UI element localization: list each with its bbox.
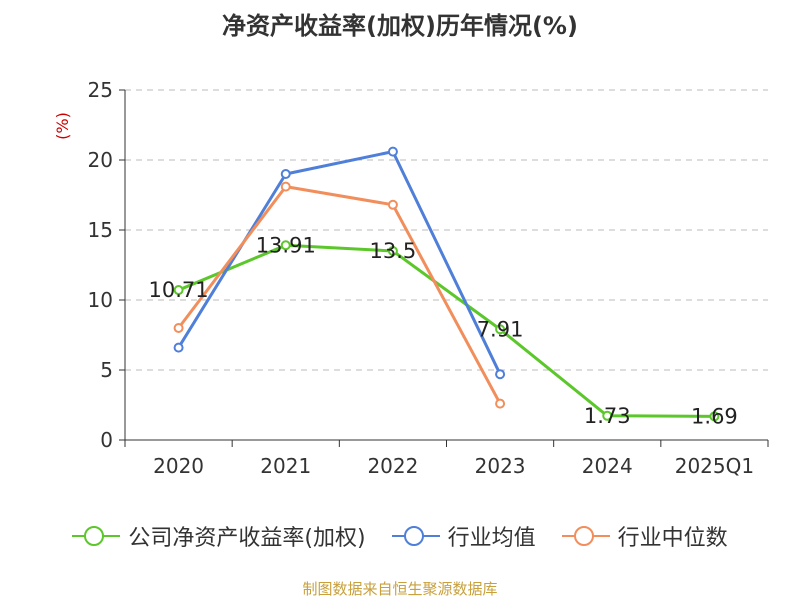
data-point bbox=[495, 324, 506, 335]
legend-item-industry-median[interactable]: 行业中位数 bbox=[561, 520, 728, 552]
legend-marker-industry-median bbox=[561, 524, 610, 548]
y-tick-label: 0 bbox=[100, 428, 113, 452]
series-line bbox=[178, 243, 715, 418]
series-line bbox=[177, 185, 502, 405]
data-labels: 10.71 13.91 13.5 7.91 1.73 1.69 bbox=[149, 233, 738, 428]
data-label: 13.91 bbox=[256, 233, 316, 257]
data-point bbox=[173, 342, 184, 353]
data-point bbox=[387, 199, 398, 210]
data-point bbox=[280, 169, 291, 179]
data-point bbox=[387, 246, 398, 256]
grid-lines bbox=[125, 89, 768, 371]
chart-title: 净资产收益率(加权)历年情况(%) bbox=[222, 12, 578, 40]
data-point bbox=[173, 323, 184, 333]
data-point bbox=[495, 369, 506, 380]
data-source: 制图数据来自恒生聚源数据库 bbox=[302, 580, 498, 598]
y-tick-label: 20 bbox=[88, 148, 113, 172]
legend-item-industry-mean[interactable]: 行业均值 bbox=[391, 520, 536, 552]
legend-marker-industry-mean bbox=[391, 524, 440, 548]
data-point bbox=[709, 411, 720, 422]
data-point bbox=[280, 240, 291, 251]
y-tick-label: 10 bbox=[88, 288, 113, 312]
data-label: 13.5 bbox=[370, 239, 417, 263]
data-label: 7.91 bbox=[477, 317, 524, 341]
legend: 公司净资产收益率(加权) 行业均值 行业中位数 bbox=[0, 520, 800, 552]
y-tick-label: 5 bbox=[100, 358, 113, 382]
legend-label-company: 公司净资产收益率(加权) bbox=[128, 526, 366, 551]
legend-label-industry-mean: 行业均值 bbox=[447, 526, 536, 551]
data-label: 1.73 bbox=[584, 404, 631, 428]
legend-item-company[interactable]: 公司净资产收益率(加权) bbox=[72, 520, 366, 552]
legend-label-industry-median: 行业中位数 bbox=[617, 526, 728, 551]
x-tick-label: 2025Q1 bbox=[675, 454, 754, 478]
data-point bbox=[602, 410, 613, 421]
data-point bbox=[387, 146, 398, 157]
legend-marker-company bbox=[72, 524, 121, 548]
y-tick-label: 15 bbox=[88, 218, 113, 242]
x-tick-label: 2020 bbox=[153, 454, 204, 478]
series-group bbox=[173, 146, 720, 422]
x-tick-label: 2021 bbox=[260, 454, 311, 478]
y-tick-label: 25 bbox=[88, 78, 113, 102]
data-label: 1.69 bbox=[691, 404, 738, 428]
y-axis-label: (%) bbox=[53, 112, 72, 140]
axes: 0 5 10 15 20 25 2020 2021 2022 2023 2024 2025Q1 (%) bbox=[53, 78, 769, 478]
data-point bbox=[173, 285, 184, 296]
series-line bbox=[177, 150, 502, 375]
x-tick-label: 2023 bbox=[475, 454, 526, 478]
data-point bbox=[495, 398, 506, 409]
data-point bbox=[280, 181, 291, 192]
x-tick-label: 2024 bbox=[582, 454, 633, 478]
data-label: 10.71 bbox=[149, 278, 209, 302]
x-tick-label: 2022 bbox=[367, 454, 418, 478]
